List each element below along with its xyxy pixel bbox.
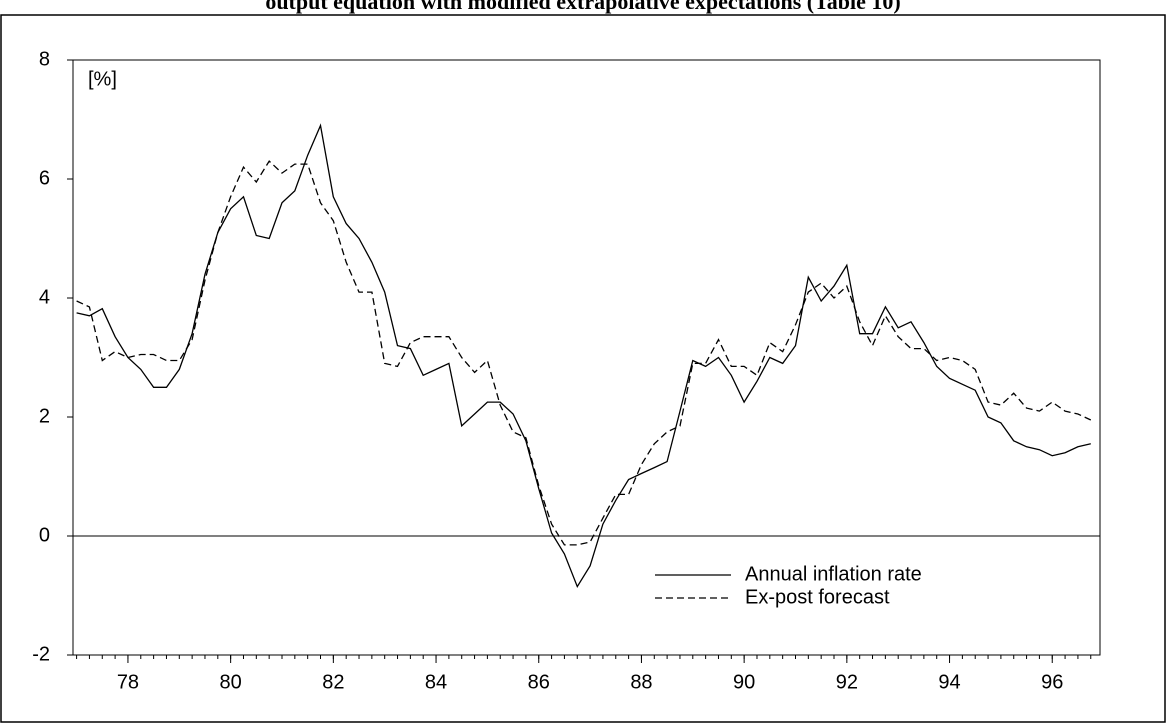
x-tick-label: 82 (322, 671, 344, 693)
x-tick-label: 92 (836, 671, 858, 693)
x-tick-label: 94 (938, 671, 960, 693)
y-tick-label: 2 (39, 405, 50, 427)
x-tick-label: 96 (1041, 671, 1063, 693)
y-tick-label: 0 (39, 524, 50, 546)
series-line (76, 123, 1091, 589)
frame (0, 14, 1166, 723)
y-tick-label: 8 (39, 48, 50, 70)
y-tick-label: -2 (32, 643, 50, 665)
y-tick-label: 6 (39, 167, 50, 189)
x-tick-label: 86 (528, 671, 550, 693)
y-axis-label: [%] (88, 68, 117, 90)
x-tick-label: 78 (117, 671, 139, 693)
x-tick-label: 84 (425, 671, 447, 693)
legend-label: Ex-post forecast (745, 586, 890, 608)
y-tick-label: 4 (39, 286, 50, 308)
legend-label: Annual inflation rate (745, 563, 922, 585)
x-tick-label: 88 (630, 671, 652, 693)
x-tick-label: 90 (733, 671, 755, 693)
x-tick-label: 80 (220, 671, 242, 693)
series-line (76, 160, 1092, 546)
chart-title: output equation with modified extrapolat… (265, 0, 900, 14)
plot-area (72, 59, 1101, 656)
